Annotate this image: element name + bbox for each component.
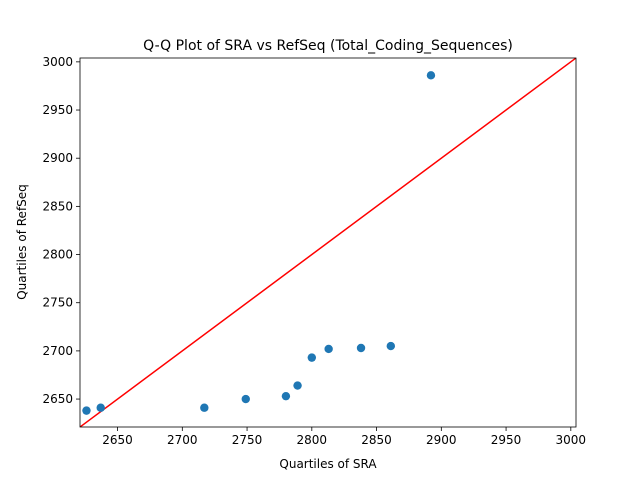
y-tick-label: 2750 [42,296,73,310]
data-point [324,344,333,354]
reference-line [80,58,576,427]
axes-frame [79,57,577,428]
x-tick-label: 2850 [361,433,392,447]
y-tick-label: 2650 [42,392,73,406]
y-tick-label: 2800 [42,248,73,262]
y-axis-title: Quartiles of RefSeq [15,184,29,300]
x-tick-label: 2650 [102,433,133,447]
plot-area: 2650 2700 2750 2800 2850 2900 2950 3000 2650 2700… [42,55,586,447]
data-point [293,381,302,390]
data-point [307,353,317,362]
x-tick-label: 2800 [297,433,328,447]
data-point [356,343,366,353]
chart-title: Q-Q Plot of SRA vs RefSeq (Total_Coding_… [143,38,513,54]
y-tick-label: 2950 [42,103,73,117]
x-tick-label: 2750 [232,433,263,447]
data-point [241,394,250,404]
data-point [200,403,209,412]
data-point [281,391,291,401]
x-tick-label: 2950 [491,433,522,447]
data-point [426,71,436,80]
y-tick-label: 2900 [42,151,73,165]
y-tick-label: 3000 [42,55,73,69]
x-axis-title: Quartiles of SRA [279,457,377,471]
data-point [96,403,105,412]
y-tick-label: 2850 [42,199,73,213]
x-tick-label: 3000 [556,433,587,447]
x-tick-label: 2700 [167,433,198,447]
x-tick-label: 2900 [426,433,457,447]
data-point [386,341,396,351]
y-tick-label: 2700 [42,344,73,358]
data-point [82,406,91,415]
